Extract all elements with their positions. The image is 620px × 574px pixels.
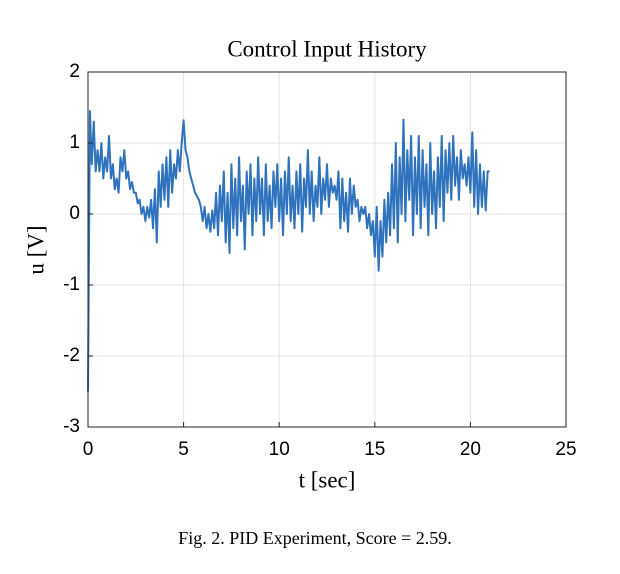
y-tick-label: 1	[69, 132, 80, 153]
y-axis-label: u [V]	[23, 225, 48, 274]
axes-box	[87, 71, 567, 428]
y-tick-label: 2	[69, 61, 80, 82]
y-tick-label: -2	[63, 345, 80, 366]
x-tick-label: 0	[83, 439, 94, 460]
x-tick-label: 25	[555, 439, 576, 460]
caption: Fig. 2. PID Experiment, Score = 2.59.	[178, 528, 452, 548]
x-axis-label: t [sec]	[299, 467, 356, 492]
y-tick-label: 0	[69, 203, 80, 224]
x-tick-label: 5	[178, 439, 189, 460]
plot-area	[87, 110, 490, 392]
data-line	[87, 110, 490, 392]
y-tick-label: -3	[63, 416, 80, 437]
x-tick-label: 10	[269, 439, 290, 460]
y-tick-label: -1	[63, 274, 80, 295]
x-tick-label: 20	[460, 439, 481, 460]
x-tick-label: 15	[364, 439, 385, 460]
chart-title: Control Input History	[227, 36, 427, 61]
